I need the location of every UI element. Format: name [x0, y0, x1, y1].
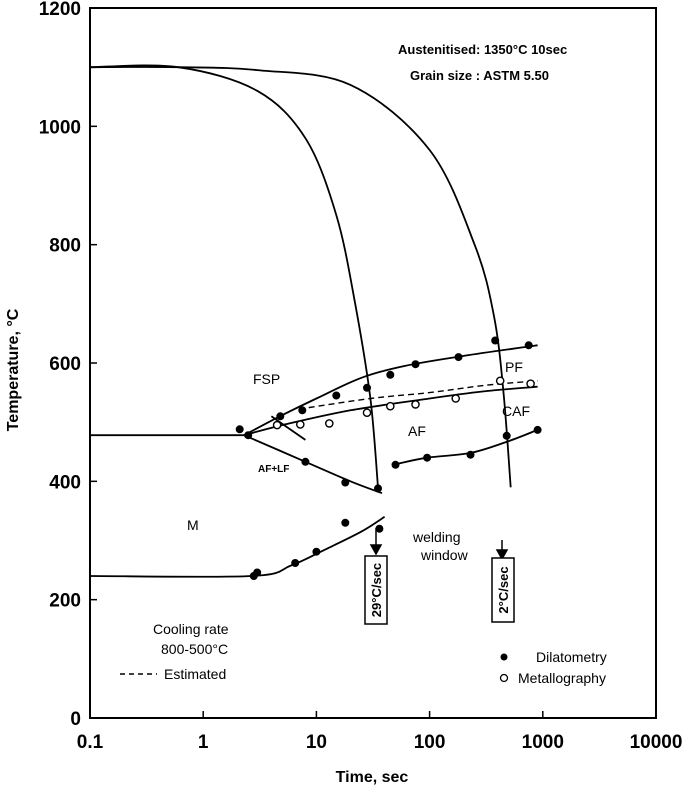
legend-dilatometry-marker — [500, 653, 508, 661]
metallography-point — [295, 420, 305, 429]
window-label: window — [420, 547, 469, 563]
grain-size-note: Grain size : ASTM 5.50 — [410, 68, 549, 83]
metallography-point — [526, 379, 535, 389]
curve-9 — [89, 516, 386, 578]
welding-label: welding — [412, 529, 460, 545]
y-tick-label: 400 — [49, 472, 81, 493]
y-tick-label: 1000 — [39, 117, 81, 138]
dilatometry-point — [341, 478, 350, 487]
dilatometry-point — [423, 453, 432, 462]
metallography-point — [495, 376, 505, 386]
dilatometry-point — [312, 547, 321, 556]
rate-box-29 — [364, 555, 388, 625]
x-tick-label: 10 — [306, 732, 327, 753]
rate-arrows — [369, 528, 509, 561]
legend-dilatometry-label: Dilatometry — [536, 649, 607, 665]
y-tick-label: 800 — [49, 236, 81, 257]
dilatometry-point — [466, 450, 475, 459]
y-tick-label: 200 — [49, 591, 81, 612]
dilatometry-point — [533, 425, 542, 434]
x-axis-title: Time, sec — [336, 769, 409, 786]
dilatometry-point — [502, 431, 511, 440]
dilatometry-point — [298, 406, 307, 415]
region-label-fsp: FSP — [253, 371, 280, 387]
dilatometry-point — [373, 484, 382, 493]
region-label-caf: CAF — [502, 403, 530, 419]
x-tick-label: 10000 — [630, 732, 683, 753]
dilatometry-point — [253, 568, 262, 577]
legend-metallography-label: Metallography — [518, 670, 606, 686]
point-layer — [235, 336, 542, 581]
rate-label-29: 29°C/sec — [369, 563, 384, 617]
y-axis-title: Temperature, °C — [5, 308, 22, 431]
curve-10 — [270, 415, 306, 441]
y-tick-label: 0 — [70, 709, 81, 730]
axis-layer: 0.1 1 10 100 1000 10000 0 200 400 600 800 1000 1200 — [39, 0, 683, 753]
rate-box-2 — [491, 557, 515, 623]
x-tick-label: 0.1 — [77, 732, 104, 753]
y-tick-label: 600 — [49, 354, 81, 375]
metallography-point — [272, 420, 282, 430]
dilatometry-point — [341, 518, 350, 527]
dilatometry-point — [362, 383, 371, 392]
dilatometry-point — [301, 457, 310, 466]
dilatometry-point — [276, 412, 285, 421]
dilatometry-point — [291, 559, 300, 568]
x-tick-label: 1000 — [522, 732, 564, 753]
metallography-point — [385, 401, 395, 411]
dilatometry-point — [244, 431, 253, 440]
cooling-rate-note: Cooling rate — [153, 621, 229, 637]
y-tick-label: 1200 — [39, 0, 81, 20]
curve-1 — [89, 64, 379, 488]
rate-label-2: 2°C/sec — [496, 566, 511, 613]
region-label-m: M — [187, 517, 199, 533]
curve-layer — [89, 64, 538, 578]
dilatometry-point — [524, 341, 533, 350]
dilatometry-point — [391, 460, 400, 469]
dilatometry-point — [375, 524, 384, 533]
estimated-note: Estimated — [164, 666, 226, 682]
region-label-af: AF — [408, 423, 426, 439]
curve-7 — [243, 434, 383, 495]
dilatometry-point — [386, 370, 395, 379]
metallography-point — [362, 408, 372, 418]
metallography-point — [324, 419, 334, 428]
dilatometry-point — [491, 336, 500, 345]
range-note: 800-500°C — [161, 641, 228, 657]
dilatometry-point — [235, 425, 244, 434]
dilatometry-point — [332, 391, 341, 400]
austenitised-note: Austenitised: 1350°C 10sec — [398, 42, 567, 57]
dilatometry-point — [454, 353, 463, 362]
metallography-point — [411, 400, 420, 409]
region-label-pf: PF — [505, 359, 523, 375]
dilatometry-point — [411, 360, 420, 369]
x-tick-label: 1 — [198, 732, 209, 753]
metallography-point — [451, 394, 461, 403]
x-tick-label: 100 — [414, 732, 446, 753]
curve-2 — [89, 66, 512, 488]
region-label-af-lf: AF+LF — [258, 464, 289, 475]
legend-metallography-marker — [499, 673, 509, 683]
